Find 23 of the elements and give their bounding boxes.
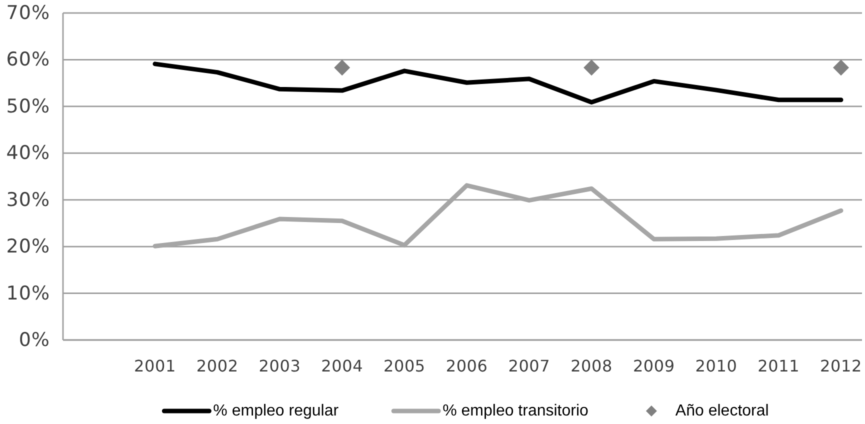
y-tick-label: 10% (6, 282, 50, 304)
y-tick-label: 50% (6, 95, 50, 118)
x-tick-label: 2001 (134, 356, 176, 376)
x-tick-label: 2010 (695, 356, 738, 376)
y-tick-label: 70% (6, 2, 50, 24)
x-tick-label: 2005 (383, 356, 426, 376)
x-tick-label: 2004 (321, 356, 364, 376)
y-tick-label: 40% (6, 142, 50, 164)
x-tick-label: 2007 (508, 356, 550, 376)
legend-label: Año electoral (675, 402, 769, 420)
y-tick-label: 20% (6, 236, 50, 258)
x-tick-label: 2011 (758, 356, 800, 376)
legend-label: % empleo transitorio (442, 402, 589, 420)
y-tick-label: 30% (6, 188, 50, 211)
x-tick-label: 2012 (820, 356, 862, 376)
y-tick-label: 60% (6, 48, 50, 71)
x-tick-label: 2009 (632, 356, 675, 376)
legend-label: % empleo regular (213, 402, 340, 420)
y-tick-label: 0% (18, 329, 50, 351)
x-tick-label: 2008 (570, 356, 613, 376)
x-tick-label: 2003 (258, 356, 301, 376)
x-tick-label: 2006 (446, 356, 488, 376)
x-tick-label: 2002 (196, 356, 238, 376)
